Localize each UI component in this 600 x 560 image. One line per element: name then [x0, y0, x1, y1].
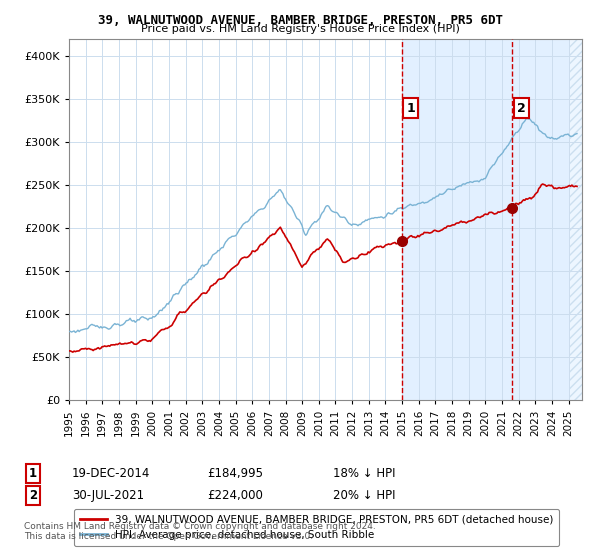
Text: 19-DEC-2014: 19-DEC-2014 — [72, 466, 151, 480]
Text: 39, WALNUTWOOD AVENUE, BAMBER BRIDGE, PRESTON, PR5 6DT: 39, WALNUTWOOD AVENUE, BAMBER BRIDGE, PR… — [97, 14, 503, 27]
Text: 18% ↓ HPI: 18% ↓ HPI — [333, 466, 395, 480]
Text: 20% ↓ HPI: 20% ↓ HPI — [333, 489, 395, 502]
Text: Price paid vs. HM Land Registry's House Price Index (HPI): Price paid vs. HM Land Registry's House … — [140, 24, 460, 34]
Text: £224,000: £224,000 — [207, 489, 263, 502]
Text: £184,995: £184,995 — [207, 466, 263, 480]
Text: 2: 2 — [29, 489, 37, 502]
Bar — [569, 39, 586, 400]
Text: 2: 2 — [517, 101, 526, 114]
Text: 1: 1 — [407, 101, 415, 114]
Legend: 39, WALNUTWOOD AVENUE, BAMBER BRIDGE, PRESTON, PR5 6DT (detached house), HPI: Av: 39, WALNUTWOOD AVENUE, BAMBER BRIDGE, PR… — [74, 508, 559, 546]
Bar — [401, 39, 569, 400]
Text: 1: 1 — [29, 466, 37, 480]
Text: Contains HM Land Registry data © Crown copyright and database right 2024.
This d: Contains HM Land Registry data © Crown c… — [24, 522, 376, 542]
Text: 30-JUL-2021: 30-JUL-2021 — [72, 489, 144, 502]
